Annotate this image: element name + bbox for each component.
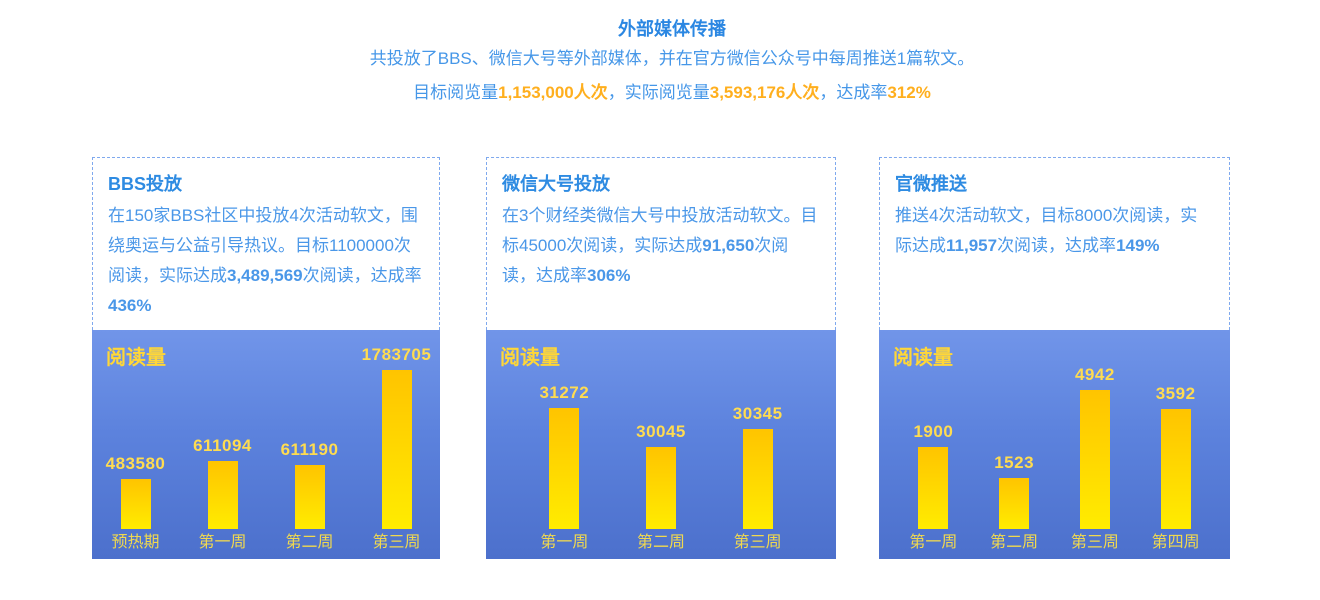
actual-reads-value: 91,650 (702, 236, 755, 255)
stats-rate-value: 312% (887, 83, 931, 102)
chart-wechat: 阅读量 31272 第一周 30045 第二周 30345 第三周 (486, 330, 836, 559)
bar-category-label: 第二周 (637, 534, 686, 551)
bar (1160, 409, 1191, 529)
bar (742, 429, 773, 529)
bar-group: 30345 第三周 (709, 404, 806, 559)
bar-value-label: 1900 (913, 422, 954, 441)
chart-bbs-ylabel: 阅读量 (106, 347, 166, 369)
stats-text: 目标阅览量 (413, 83, 499, 102)
bar-value-label: 4942 (1074, 365, 1115, 384)
bar-category-label: 第三周 (733, 534, 782, 551)
achievement-rate-value: 149% (1116, 236, 1160, 255)
stats-target-value: 1,153,000人次 (498, 83, 608, 102)
bar-category-label: 第四周 (1151, 534, 1200, 551)
body-text: 推送4次活动软文，目标8000次阅读，实际达成 (895, 206, 1198, 255)
bar-category-label: 第一周 (909, 534, 958, 551)
bar-group: 611190 第二周 (266, 440, 353, 559)
chart-wechat-bars: 31272 第一周 30045 第二周 30345 第三周 (486, 383, 836, 559)
panel-wechat-textbox: 微信大号投放 在3个财经类微信大号中投放活动软文。目标45000次阅读，实际达成… (486, 157, 836, 330)
bar-value-label: 611094 (193, 436, 252, 455)
bar-group: 483580 预热期 (92, 454, 179, 559)
bar-category-label: 第二周 (990, 534, 1039, 551)
bar-group: 31272 第一周 (516, 383, 613, 559)
bar-category-label: 预热期 (111, 534, 160, 551)
body-text: 在150家BBS社区中投放4次活动软文，围绕奥运与公益引导热议。目标110000… (108, 206, 418, 285)
bar-value-label: 3592 (1155, 384, 1196, 403)
bar-group: 4942 第三周 (1055, 365, 1136, 559)
chart-official: 阅读量 1900 第一周 1523 第二周 4942 第三周 3592 第四周 (879, 330, 1230, 559)
stats-text: ，达成率 (819, 83, 888, 102)
chart-wechat-ylabel: 阅读量 (500, 347, 560, 369)
header-stats-line: 目标阅览量1,153,000人次，实际阅览量3,593,176人次，达成率312… (24, 76, 1320, 110)
bar-group: 1900 第一周 (893, 422, 974, 559)
actual-reads-value: 11,957 (946, 236, 998, 255)
bar-category-label: 第三周 (1070, 534, 1119, 551)
panel-bbs-textbox: BBS投放 在150家BBS社区中投放4次活动软文，围绕奥运与公益引导热议。目标… (92, 157, 440, 330)
panel-official-push: 官微推送 推送4次活动软文，目标8000次阅读，实际达成11,957次阅读，达成… (879, 157, 1230, 559)
panel-bbs: BBS投放 在150家BBS社区中投放4次活动软文，围绕奥运与公益引导热议。目标… (92, 157, 440, 559)
panel-wechat-accounts: 微信大号投放 在3个财经类微信大号中投放活动软文。目标45000次阅读，实际达成… (486, 157, 836, 559)
panel-official-textbox: 官微推送 推送4次活动软文，目标8000次阅读，实际达成11,957次阅读，达成… (879, 157, 1230, 330)
bar-value-label: 611190 (280, 440, 339, 459)
header-subtitle: 共投放了BBS、微信大号等外部媒体，并在官方微信公众号中每周推送1篇软文。 (369, 49, 975, 68)
chart-bbs-bars: 483580 预热期 611094 第一周 611190 第二周 1783705… (92, 345, 440, 559)
bar-value-label: 1783705 (361, 345, 432, 364)
body-text: 在3个财经类微信大号中投放活动软文。目标45000次阅读，实际达成 (502, 206, 818, 255)
bar-group: 30045 第二周 (613, 422, 710, 559)
achievement-rate-value: 306% (587, 266, 631, 285)
stats-actual-value: 3,593,176人次 (709, 83, 820, 102)
body-text: 次阅读，达成率 (997, 236, 1117, 255)
panel-wechat-title: 微信大号投放 (502, 174, 610, 194)
bar (646, 447, 676, 529)
bar-group: 1783705 第三周 (353, 345, 440, 559)
bar (999, 478, 1030, 529)
page-header: 外部媒体传播 共投放了BBS、微信大号等外部媒体，并在官方微信公众号中每周推送1… (24, 16, 1320, 110)
panel-bbs-description: 在150家BBS社区中投放4次活动软文，围绕奥运与公益引导热议。目标110000… (108, 201, 423, 321)
achievement-rate-value: 436% (108, 296, 152, 315)
body-text: 次阅读，达成率 (502, 236, 789, 285)
chart-official-bars: 1900 第一周 1523 第二周 4942 第三周 3592 第四周 (879, 365, 1230, 559)
bar-category-label: 第一周 (198, 534, 247, 551)
bar (120, 479, 151, 529)
bar (1079, 390, 1110, 529)
bar (207, 461, 238, 529)
bar-category-label: 第一周 (540, 534, 589, 551)
bar (918, 447, 949, 529)
bar-group: 1523 第二周 (974, 453, 1055, 559)
bar-value-label: 1523 (994, 453, 1035, 472)
chart-official-ylabel: 阅读量 (893, 347, 953, 369)
bar (549, 408, 580, 529)
bar-value-label: 30045 (636, 422, 686, 441)
bar-value-label: 31272 (539, 383, 590, 402)
bar-category-label: 第三周 (372, 534, 421, 551)
panel-official-description: 推送4次活动软文，目标8000次阅读，实际达成11,957次阅读，达成率149% (895, 201, 1213, 261)
bar-value-label: 483580 (105, 454, 166, 473)
bar-group: 3592 第四周 (1135, 384, 1216, 559)
bar (381, 370, 412, 529)
page-title: 外部媒体传播 (618, 19, 726, 39)
bar-category-label: 第二周 (285, 534, 334, 551)
body-text: 次阅读，达成率 (302, 266, 422, 285)
panel-bbs-title: BBS投放 (108, 174, 183, 194)
bar-group: 611094 第一周 (179, 436, 266, 559)
panel-wechat-description: 在3个财经类微信大号中投放活动软文。目标45000次阅读，实际达成91,650次… (502, 201, 819, 291)
actual-reads-value: 3,489,569 (227, 266, 303, 285)
chart-bbs: 阅读量 483580 预热期 611094 第一周 611190 第二周 178… (92, 330, 440, 559)
panel-official-title: 官微推送 (895, 174, 967, 194)
bar (294, 465, 325, 529)
bar-value-label: 30345 (732, 404, 783, 423)
stats-text: ，实际阅览量 (607, 83, 710, 102)
